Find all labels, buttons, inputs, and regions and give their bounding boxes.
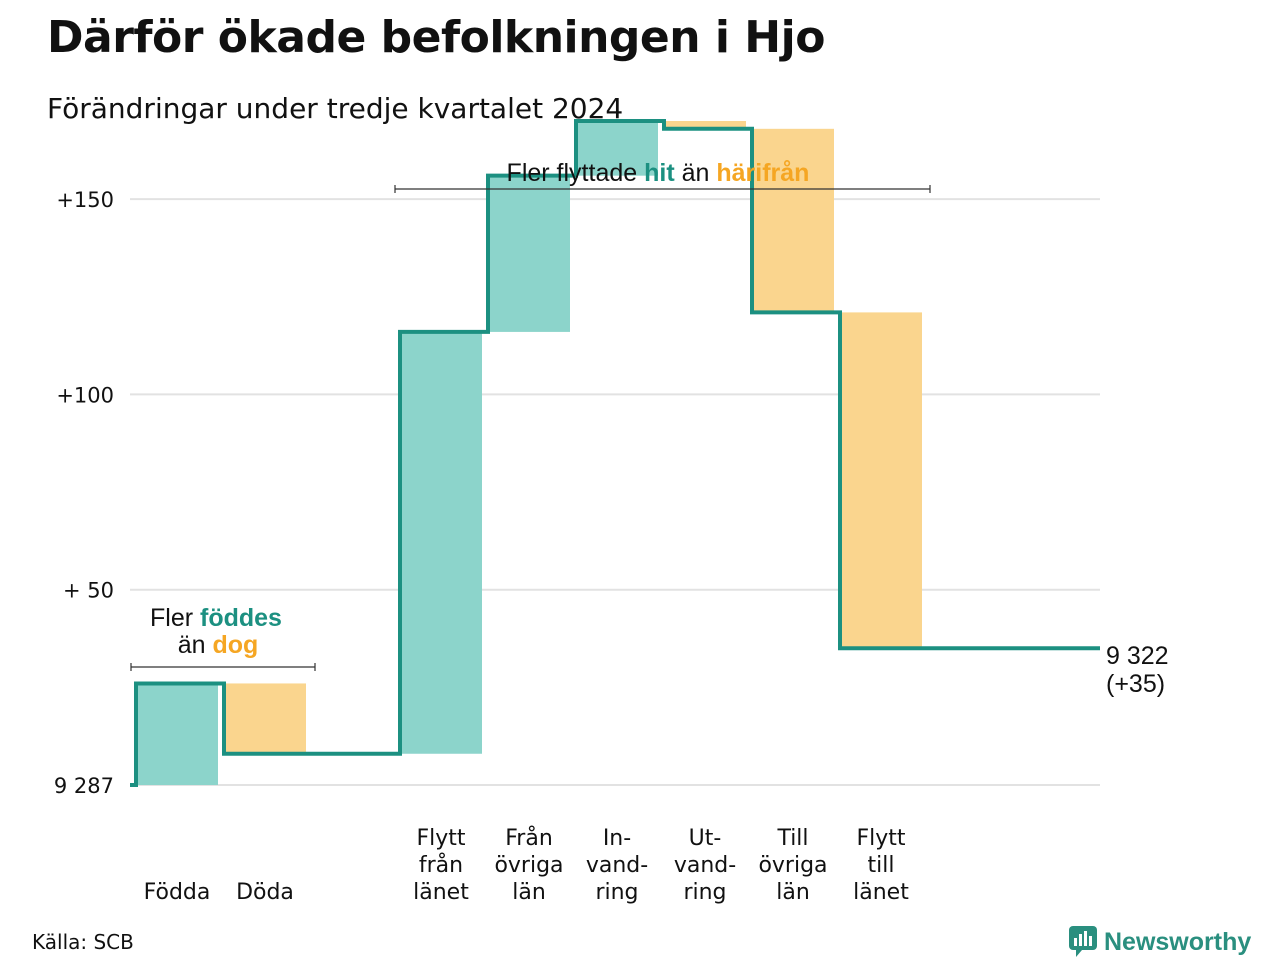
x-category-label: vand- — [674, 853, 736, 878]
waterfall-bar — [224, 683, 306, 754]
x-category-label: länet — [853, 880, 909, 905]
x-category-label: län — [776, 880, 810, 905]
x-category-label: till — [868, 853, 895, 878]
step-line — [130, 119, 1100, 787]
waterfall-bar — [488, 175, 570, 332]
migration-bracket — [394, 185, 931, 193]
waterfall-bar — [840, 312, 922, 649]
waterfall-bar — [576, 121, 658, 176]
births-annotation-line1: Fler föddes — [150, 604, 282, 632]
newsworthy-logo-icon — [1069, 926, 1097, 957]
x-category-label: från — [419, 852, 463, 878]
gridlines — [130, 198, 1100, 786]
y-tick-label: +100 — [56, 383, 114, 407]
x-category-label: Från — [505, 825, 553, 851]
x-category-label: Till — [776, 826, 808, 851]
end-value-label: 9 322 — [1106, 642, 1169, 670]
newsworthy-logo-text: Newsworthy — [1104, 927, 1252, 956]
x-category-label: Ut- — [689, 826, 722, 851]
waterfall-bar — [752, 128, 834, 313]
waterfall-bar — [400, 331, 482, 754]
x-category-label: In- — [603, 826, 631, 851]
x-category-label: ring — [683, 880, 726, 905]
waterfall-bar — [664, 121, 746, 129]
x-category-label: Födda — [144, 880, 211, 905]
y-tick-label: 9 287 — [54, 774, 114, 798]
x-category-label: vand- — [586, 853, 648, 878]
x-category-label: länet — [413, 880, 469, 905]
bars — [136, 121, 922, 785]
y-tick-label: + 50 — [63, 579, 114, 603]
x-category-label: övriga — [758, 853, 827, 878]
births-annotation-line2: än dog — [178, 631, 259, 659]
chart-subtitle: Förändringar under tredje kvartalet 2024 — [47, 92, 624, 125]
births-annotation: Fler föddes än dog — [130, 604, 316, 671]
migration-annotation: Fler flyttade hit än härifrån — [394, 159, 931, 193]
x-category-label: Flytt — [416, 826, 465, 851]
newsworthy-logo: Newsworthy — [1068, 924, 1251, 960]
source-note: Källa: SCB — [32, 930, 134, 954]
x-category-label: övriga — [494, 853, 563, 878]
x-category-label: Flytt — [856, 826, 905, 851]
waterfall-bar — [136, 683, 218, 785]
end-change-label: (+35) — [1106, 670, 1165, 698]
x-category-label: Döda — [236, 880, 294, 905]
x-category-label: ring — [595, 880, 638, 905]
chart-title: Därför ökade befolkningen i Hjo — [47, 12, 825, 63]
migration-annotation-text: Fler flyttade hit än härifrån — [507, 159, 810, 187]
y-tick-label: +150 — [56, 188, 114, 212]
x-category-label: län — [512, 880, 546, 905]
cumulative-step-line — [130, 119, 1100, 787]
births-bracket — [130, 663, 316, 671]
